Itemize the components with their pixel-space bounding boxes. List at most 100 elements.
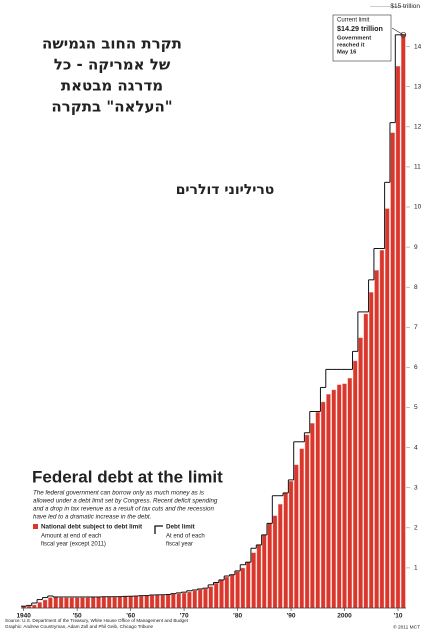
- annotation: $14.29 trillion: [337, 24, 383, 33]
- y-tick-label: 8: [414, 284, 418, 291]
- bar: [246, 562, 251, 609]
- bar: [251, 552, 256, 609]
- bar: [219, 579, 224, 609]
- bar: [106, 596, 112, 609]
- legend-label: Debt limit: [166, 524, 196, 531]
- bar: [53, 596, 58, 609]
- bar: [235, 571, 240, 609]
- x-tick-label: ’70: [180, 613, 189, 620]
- y-tick-label: 13: [414, 83, 422, 90]
- annotation: Government: [337, 36, 371, 42]
- bar: [272, 515, 278, 609]
- bar: [203, 588, 208, 609]
- hebrew-title: תקרת החוב הגמישה: [42, 35, 182, 53]
- legend-label: National debt subject to debt limit: [41, 524, 143, 531]
- y-tick-label: 14: [414, 43, 422, 50]
- hebrew-title: של אמריקה - כל: [54, 56, 171, 74]
- bar: [144, 595, 149, 609]
- bar: [352, 360, 358, 609]
- bar: [379, 250, 385, 609]
- legend-note: fiscal year: [166, 542, 193, 548]
- y-tick-label: 12: [414, 124, 422, 131]
- bar: [315, 411, 321, 609]
- y-tick-label: 4: [414, 444, 418, 451]
- legend-swatch: [33, 524, 38, 529]
- bar: [208, 586, 214, 609]
- y-tick-label: 5: [414, 404, 418, 411]
- bar: [229, 574, 235, 609]
- x-tick-label: ’10: [393, 613, 402, 620]
- x-tick-label: ’50: [73, 613, 82, 620]
- y-tick-label: 1: [414, 565, 418, 572]
- bar: [139, 595, 144, 609]
- annotation-leader: [391, 27, 404, 36]
- bar: [187, 591, 192, 609]
- bar: [176, 593, 181, 609]
- bar: [390, 132, 395, 609]
- bar: [123, 596, 128, 609]
- bar: [171, 593, 176, 609]
- bar: [294, 464, 299, 609]
- bar: [37, 602, 42, 609]
- bar: [165, 594, 171, 609]
- bar: [347, 377, 353, 609]
- bar: [262, 534, 267, 609]
- bar: [117, 596, 123, 609]
- bar: [32, 604, 37, 609]
- credit: © 2011 MCT: [393, 623, 420, 630]
- bar: [326, 394, 331, 609]
- annotation-box: [332, 14, 392, 62]
- bar: [149, 595, 155, 609]
- bar: [90, 597, 96, 609]
- y-tick-label: $15 trillion: [390, 3, 420, 10]
- bar: [395, 66, 401, 609]
- bar: [213, 582, 219, 609]
- bar: [336, 384, 342, 609]
- legend-note: fiscal year (except 2011): [41, 542, 106, 548]
- y-tick-label: 3: [414, 484, 418, 491]
- annotation: May 16: [337, 50, 357, 56]
- bar: [283, 492, 288, 609]
- bar: [80, 597, 85, 609]
- bar: [331, 389, 337, 609]
- bar: [299, 448, 304, 609]
- bar: [101, 596, 107, 609]
- hebrew-title: מדרגה מבטאת: [61, 77, 163, 95]
- bar: [240, 567, 246, 609]
- bar: [278, 504, 283, 609]
- description: The federal government can borrow only a…: [33, 490, 204, 497]
- bar: [363, 313, 369, 609]
- bar: [320, 401, 326, 609]
- description: allowed under a debt limit set by Congre…: [33, 498, 218, 505]
- bar: [385, 208, 390, 609]
- x-tick-label: ’80: [233, 613, 242, 620]
- y-tick-label: 7: [414, 324, 418, 331]
- bar: [74, 597, 80, 609]
- hebrew-title: "העלאה" בתקרה: [51, 98, 172, 116]
- bar: [133, 596, 139, 609]
- legend-note: Amount at end of each: [41, 534, 101, 540]
- x-tick-label: 1940: [16, 613, 31, 620]
- legend-swatch: [154, 525, 163, 534]
- description: have led to a dramatic increase in the d…: [33, 514, 151, 521]
- bar: [69, 597, 75, 609]
- bar: [64, 597, 69, 609]
- y-tick-label: 6: [414, 364, 418, 371]
- source: Graphic: Andrew Countryman, Adam Zoll an…: [5, 624, 154, 629]
- bar: [197, 589, 203, 609]
- y-tick-label: 11: [414, 164, 421, 171]
- bar: [224, 576, 230, 609]
- y-tick-label: 10: [414, 204, 422, 211]
- bar: [401, 34, 406, 609]
- bar: [310, 423, 315, 609]
- bar: [342, 383, 347, 609]
- bar: [192, 590, 198, 609]
- x-tick-label: ’60: [126, 613, 135, 620]
- bar: [256, 544, 262, 609]
- bar: [85, 597, 91, 609]
- legend-note: At end of each: [166, 534, 205, 540]
- x-tick-label: 2000: [337, 613, 352, 620]
- annotation: Current limit: [337, 18, 370, 24]
